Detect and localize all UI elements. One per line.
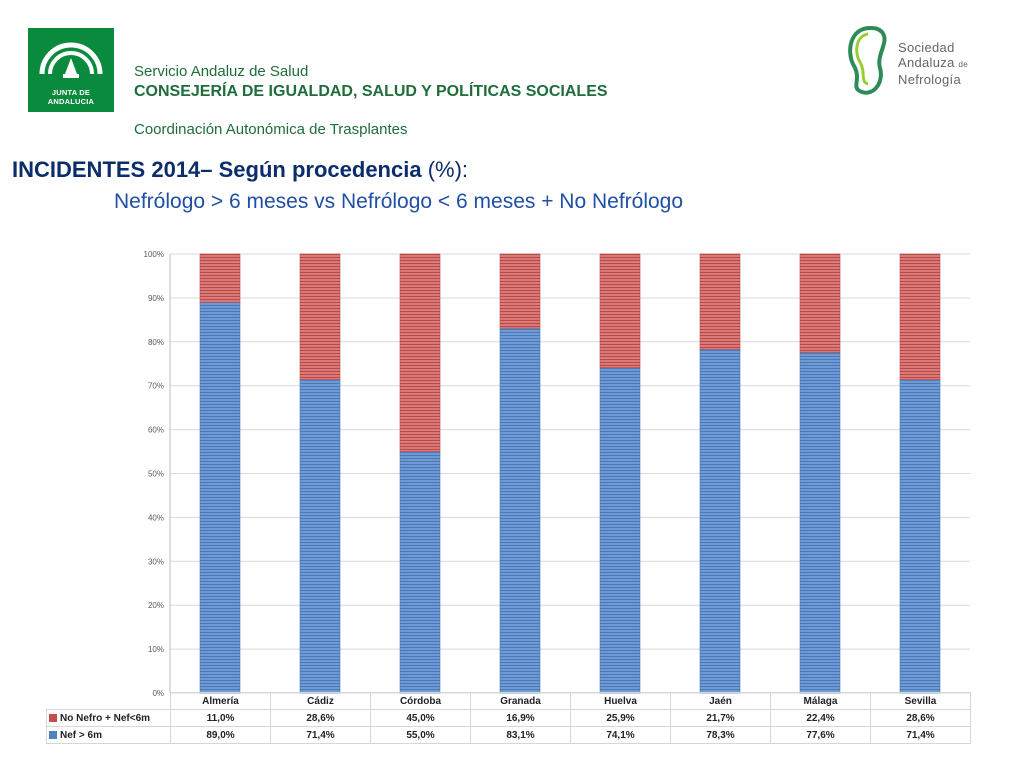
page-subtitle: Nefrólogo > 6 meses vs Nefrólogo < 6 mes… (114, 190, 684, 213)
category-label: Almería (170, 692, 271, 710)
category-label: Sevilla (870, 692, 971, 710)
table-corner (46, 692, 171, 710)
bar-no-nefro (599, 253, 641, 369)
chart-data-table: Almería Cádiz Córdoba Granada Huelva Jaé… (46, 692, 971, 744)
page-title: INCIDENTES 2014– Según procedencia (%): (12, 157, 469, 182)
y-tick-label: 10% (148, 645, 164, 654)
legend-swatch-red (49, 713, 57, 722)
data-label: 45,0% (370, 709, 471, 727)
bar-nef-6m (199, 301, 241, 694)
data-label: 78,3% (670, 726, 771, 744)
category-label: Granada (470, 692, 571, 710)
ministry-name: CONSEJERÍA DE IGUALDAD, SALUD Y POLÍTICA… (134, 83, 608, 100)
category-label: Málaga (770, 692, 871, 710)
data-label: 28,6% (870, 709, 971, 727)
y-tick-label: 20% (148, 601, 164, 610)
category-label: Cádiz (270, 692, 371, 710)
y-tick-label: 50% (148, 470, 164, 479)
legend-entry-nef-6m: Nef > 6m (46, 726, 171, 744)
junta-arch-icon (39, 42, 103, 78)
coordination-name: Coordinación Autonómica de Trasplantes (134, 121, 408, 138)
y-tick-label: 40% (148, 513, 164, 522)
category-label: Jaén (670, 692, 771, 710)
bar-nef-6m (399, 451, 441, 694)
data-label: 74,1% (570, 726, 671, 744)
table-row-no-nefro: No Nefro + Nef<6m 11,0% 28,6% 45,0% 16,9… (46, 709, 971, 727)
data-label: 21,7% (670, 709, 771, 727)
legend-entry-no-nefro: No Nefro + Nef<6m (46, 709, 171, 727)
category-label: Huelva (570, 692, 671, 710)
y-tick-label: 70% (148, 382, 164, 391)
y-tick-label: 80% (148, 338, 164, 347)
bar-no-nefro (299, 253, 341, 380)
data-label: 55,0% (370, 726, 471, 744)
sen-logo-text: Sociedad Andaluza de Nefrología (898, 40, 969, 87)
data-label: 22,4% (770, 709, 871, 727)
bar-no-nefro (199, 253, 241, 303)
bar-nef-6m (899, 379, 941, 694)
kidney-swirl-icon (848, 25, 887, 95)
legend-swatch-blue (49, 730, 57, 739)
bar-no-nefro (399, 253, 441, 452)
data-label: 83,1% (470, 726, 571, 744)
data-label: 77,6% (770, 726, 871, 744)
data-label: 25,9% (570, 709, 671, 727)
junta-logo-text: JUNTA DE ANDALUCIA (47, 88, 95, 106)
bar-no-nefro (699, 253, 741, 350)
y-tick-label: 30% (148, 557, 164, 566)
table-header-row: Almería Cádiz Córdoba Granada Huelva Jaé… (46, 692, 971, 710)
data-label: 16,9% (470, 709, 571, 727)
bar-no-nefro (499, 253, 541, 329)
table-row-nef-6m: Nef > 6m 89,0% 71,4% 55,0% 83,1% 74,1% 7… (46, 726, 971, 744)
data-label: 11,0% (170, 709, 271, 727)
bar-nef-6m (499, 327, 541, 694)
bar-nef-6m (799, 352, 841, 694)
data-label: 28,6% (270, 709, 371, 727)
y-tick-label: 90% (148, 294, 164, 303)
y-tick-label: 100% (144, 250, 164, 259)
category-label: Córdoba (370, 692, 471, 710)
data-label: 89,0% (170, 726, 271, 744)
sociedad-andaluza-nefrologia-logo: Sociedad Andaluza de Nefrología (840, 22, 1000, 98)
bar-nef-6m (699, 348, 741, 694)
bar-no-nefro (899, 253, 941, 380)
bar-no-nefro (799, 253, 841, 353)
junta-de-andalucia-logo: JUNTA DE ANDALUCIA (28, 28, 114, 112)
data-label: 71,4% (270, 726, 371, 744)
y-tick-label: 60% (148, 426, 164, 435)
bar-nef-6m (599, 367, 641, 694)
bar-nef-6m (299, 379, 341, 694)
data-label: 71,4% (870, 726, 971, 744)
service-name: Servicio Andaluz de Salud (134, 63, 309, 80)
